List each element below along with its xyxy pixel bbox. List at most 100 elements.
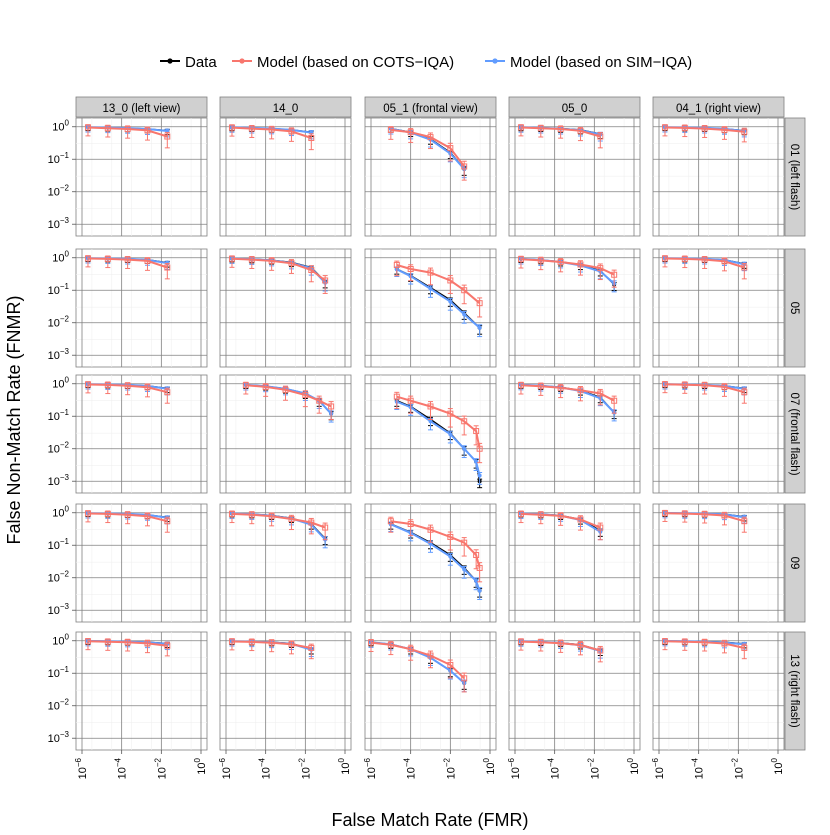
legend: Data Model (based on COTS−IQA) Model (base… <box>160 54 692 71</box>
legend-label-cots: Model (based on COTS−IQA) <box>257 54 454 71</box>
data-point-cots <box>517 638 524 645</box>
x-tick-exponent: −4 <box>691 757 700 767</box>
data-point-cots <box>681 638 688 645</box>
x-tick-label: 10−4 <box>547 757 562 779</box>
y-tick-exponent: −2 <box>60 570 70 579</box>
y-tick-label: 10−2 <box>48 570 70 585</box>
data-point-cots <box>144 257 151 264</box>
data-point-cots <box>661 124 668 131</box>
data-point-cots <box>427 403 434 410</box>
data-point-cots <box>288 516 295 523</box>
data-point-cots <box>387 641 394 648</box>
panel-r3-c4 <box>652 503 785 623</box>
row-strip-label: 13 (right flash) <box>788 654 800 728</box>
y-tick-label: 100 <box>52 633 69 648</box>
data-point-cots <box>461 418 468 425</box>
data-point-cots <box>322 277 329 284</box>
panel-background <box>364 503 497 623</box>
y-tick-exponent: −2 <box>60 441 70 450</box>
panel-background <box>652 503 785 623</box>
data-point-cots <box>611 397 618 404</box>
y-tick-label: 100 <box>52 250 69 265</box>
data-point-sim <box>477 473 482 478</box>
row-strip-label: 09 <box>788 557 800 570</box>
panel-r1-c4 <box>652 248 785 368</box>
data-point-cots <box>721 640 728 647</box>
data-point-cots <box>701 256 708 263</box>
x-tick-exponent: −4 <box>258 757 267 767</box>
y-tick-label: 10−1 <box>48 282 70 297</box>
data-point-cots <box>427 526 434 533</box>
data-point-cots <box>557 512 564 519</box>
x-tick-exponent: 0 <box>770 757 779 762</box>
y-tick-exponent: −1 <box>60 408 70 417</box>
y-tick-label: 10−3 <box>48 602 70 617</box>
x-tick-exponent: −2 <box>153 757 162 767</box>
data-point-cots <box>104 638 111 645</box>
y-tick-label: 10−2 <box>48 698 70 713</box>
data-point-cots <box>164 264 171 271</box>
panel-background <box>652 374 785 494</box>
data-point-cots <box>681 381 688 388</box>
legend-item-cots: Model (based on COTS−IQA) <box>232 54 454 71</box>
column-strip <box>75 96 208 118</box>
data-point-cots <box>393 261 400 268</box>
data-point-cots <box>248 256 255 263</box>
data-point-cots <box>84 638 91 645</box>
data-point-cots <box>597 390 604 397</box>
data-point-cots <box>248 638 255 645</box>
data-point-cots <box>242 382 249 389</box>
column-strip-label: 04_1 (right view) <box>676 103 761 115</box>
data-point-cots <box>597 524 604 531</box>
column-strip-label: 13_0 (left view) <box>103 103 181 115</box>
row-strip-label: 01 (left flash) <box>788 144 800 211</box>
x-tick-label: 10−6 <box>363 757 378 779</box>
data-point-cots <box>84 255 91 262</box>
data-point-cots <box>282 386 289 393</box>
x-tick-label: 10−2 <box>153 757 168 779</box>
x-tick-label: 10−2 <box>730 757 745 779</box>
data-point-cots <box>537 125 544 132</box>
data-point-cots <box>681 124 688 131</box>
data-point-cots <box>721 512 728 519</box>
x-tick-label: 10−6 <box>651 757 666 779</box>
data-point-cots <box>268 126 275 133</box>
data-point-cots <box>741 128 748 135</box>
data-point-cots <box>537 257 544 264</box>
data-point-cots <box>557 384 564 391</box>
panel-background <box>219 503 352 623</box>
data-point-cots <box>84 510 91 517</box>
row-strip <box>784 117 806 237</box>
data-point-cots <box>84 124 91 131</box>
data-point-cots <box>597 265 604 272</box>
panel-r2-c2 <box>364 374 497 494</box>
x-tick-label: 10−2 <box>586 757 601 779</box>
x-tick-exponent: −4 <box>114 757 123 767</box>
y-tick-label: 10−2 <box>48 184 70 199</box>
data-point-sim <box>462 567 467 572</box>
y-tick-exponent: 0 <box>65 505 70 514</box>
data-point-cots <box>517 124 524 131</box>
panel-r4-c2 <box>364 631 497 751</box>
data-point-cots <box>308 266 315 273</box>
data-point-cots <box>741 644 748 651</box>
data-point-cots <box>577 641 584 648</box>
y-tick-exponent: 0 <box>65 376 70 385</box>
data-point-cots <box>288 641 295 648</box>
data-point-cots <box>461 163 468 170</box>
x-tick-exponent: 0 <box>337 757 346 762</box>
data-point-cots <box>741 264 748 271</box>
panel-r3-c2 <box>364 503 497 623</box>
panel-r3-c0: 100 10−1 10−2 10−3 <box>48 503 208 623</box>
data-point-cots <box>517 256 524 263</box>
y-tick-exponent: −2 <box>60 184 70 193</box>
panel-background <box>508 117 641 237</box>
panel-r0-c4 <box>652 117 785 237</box>
column-strip <box>508 96 641 118</box>
data-point-cots <box>268 639 275 646</box>
x-tick-exponent: −6 <box>218 757 227 767</box>
column-strip-label: 05_0 <box>562 103 588 115</box>
data-point-cots <box>427 269 434 276</box>
